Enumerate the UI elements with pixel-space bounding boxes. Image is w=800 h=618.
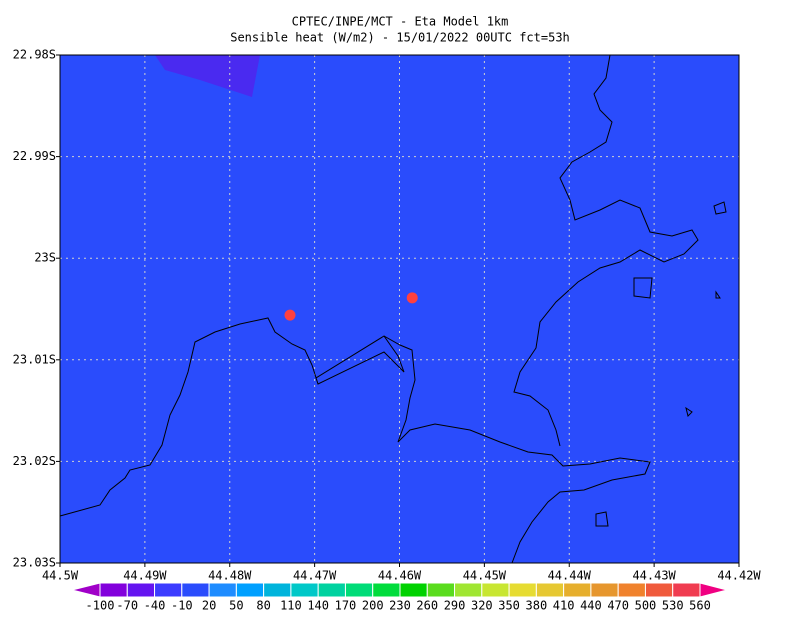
x-tick-label: 44.5W xyxy=(42,569,79,583)
colorbar-label: 200 xyxy=(362,599,384,613)
colorbar-box xyxy=(617,582,646,598)
colorbar-box xyxy=(426,582,456,598)
station-point xyxy=(284,309,296,321)
field-patch xyxy=(155,55,260,97)
x-tick-label: 44.48W xyxy=(208,569,252,583)
colorbar-label: 50 xyxy=(229,599,243,613)
x-tick-label: 44.42W xyxy=(717,569,761,583)
colorbar-box xyxy=(672,582,701,598)
y-tick-label: 22.98S xyxy=(13,48,56,62)
colorbar-box xyxy=(644,582,674,598)
subtitle: Sensible heat (W/m2) - 15/01/2022 00UTC … xyxy=(230,31,570,45)
colorbar-label: 290 xyxy=(444,599,466,613)
colorbar-label: 470 xyxy=(607,599,629,613)
station-point xyxy=(406,292,418,304)
coastline xyxy=(59,54,727,564)
coast-east xyxy=(513,54,699,447)
coast-south xyxy=(383,335,651,564)
colorbar-box xyxy=(290,582,319,598)
colorbar-end xyxy=(699,582,729,598)
colorbar-label: 230 xyxy=(389,599,411,613)
y-tick-label: 23.01S xyxy=(13,352,56,366)
colorbar-label: 20 xyxy=(202,599,216,613)
title: CPTEC/INPE/MCT - Eta Model 1km xyxy=(292,15,509,29)
colorbar-box xyxy=(481,582,510,598)
islands xyxy=(595,201,727,527)
colorbar-box xyxy=(126,582,156,598)
colorbar-label: 320 xyxy=(471,599,493,613)
colorbar-box xyxy=(235,582,265,598)
colorbar-box xyxy=(399,582,428,598)
colorbar-label: 170 xyxy=(335,599,357,613)
x-tick-label: 44.43W xyxy=(632,569,676,583)
x-tick-label: 44.46W xyxy=(378,569,422,583)
colorbar-label: 410 xyxy=(553,599,575,613)
colorbar-label: 350 xyxy=(498,599,520,613)
colorbar-label: -40 xyxy=(144,599,166,613)
colorbar-label: 440 xyxy=(580,599,602,613)
colorbar-box xyxy=(181,582,210,598)
colorbar-box xyxy=(263,582,292,598)
colorbar-box xyxy=(535,582,565,598)
colorbar-box xyxy=(317,582,346,598)
colorbar-label: 110 xyxy=(280,599,302,613)
colorbar-label: 260 xyxy=(416,599,438,613)
colorbar-box xyxy=(208,582,237,598)
colorbar-label: -10 xyxy=(171,599,193,613)
y-tick-label: 23.03S xyxy=(13,556,56,570)
colorbar-label: -100 xyxy=(86,599,115,613)
coast-west xyxy=(59,317,405,517)
colorbar-box xyxy=(372,582,401,598)
colorbar-label: -70 xyxy=(116,599,138,613)
colorbar-box xyxy=(590,582,619,598)
colorbar-label: 500 xyxy=(635,599,657,613)
x-tick-label: 44.45W xyxy=(463,569,507,583)
y-tick-label: 23.02S xyxy=(13,454,56,468)
x-tick-label: 44.49W xyxy=(123,569,167,583)
colorbar-box xyxy=(454,582,483,598)
x-tick-label: 44.47W xyxy=(293,569,337,583)
colorbar-box xyxy=(508,582,537,598)
colorbar-label: 80 xyxy=(256,599,270,613)
colorbar-box xyxy=(344,582,374,598)
colorbar-box xyxy=(99,582,128,598)
colorbar-end xyxy=(71,582,101,598)
colorbar-box xyxy=(154,582,183,598)
colorbar-label: 140 xyxy=(307,599,329,613)
x-tick-label: 44.44W xyxy=(548,569,592,583)
colorbar-label: 560 xyxy=(689,599,711,613)
y-tick-label: 23S xyxy=(34,251,56,265)
colorbar-label: 380 xyxy=(526,599,548,613)
y-tick-label: 22.99S xyxy=(13,149,56,163)
colorbar-label: 530 xyxy=(662,599,684,613)
colorbar-box xyxy=(563,582,592,598)
